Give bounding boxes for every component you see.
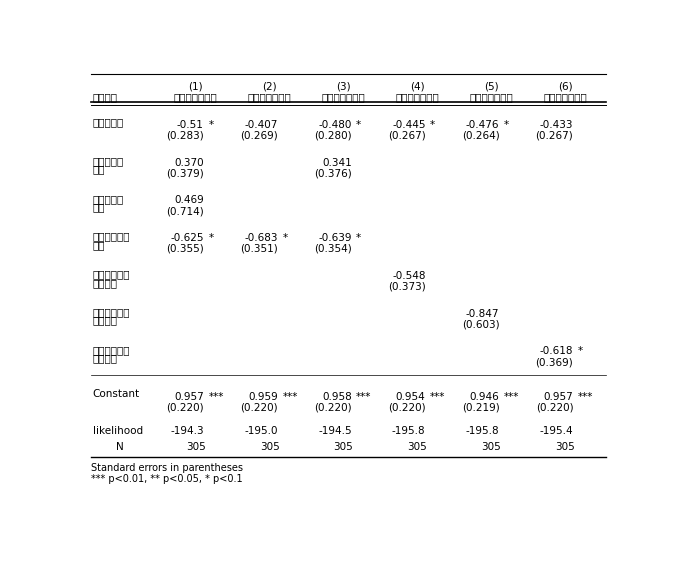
Text: (0.220): (0.220) xyxy=(240,403,277,413)
Text: (0.376): (0.376) xyxy=(314,168,352,178)
Text: -0.445: -0.445 xyxy=(392,120,426,130)
Text: ***: *** xyxy=(356,392,371,402)
Text: 米中対立の影響: 米中対立の影響 xyxy=(469,92,513,102)
Text: 米中対立の影響: 米中対立の影響 xyxy=(174,92,218,102)
Text: 305: 305 xyxy=(186,442,205,452)
Text: (0.351): (0.351) xyxy=(240,244,277,254)
Text: 取引ダミー: 取引ダミー xyxy=(92,118,124,128)
Text: 中国取引ダ: 中国取引ダ xyxy=(92,156,124,166)
Text: 0.341: 0.341 xyxy=(322,158,352,168)
Text: (0.220): (0.220) xyxy=(166,403,204,413)
Text: (0.354): (0.354) xyxy=(314,244,352,254)
Text: (0.379): (0.379) xyxy=(166,168,204,178)
Text: -0.847: -0.847 xyxy=(466,309,499,319)
Text: *: * xyxy=(208,120,214,130)
Text: 0.957: 0.957 xyxy=(543,392,573,402)
Text: *: * xyxy=(282,233,288,243)
Text: (0.714): (0.714) xyxy=(166,206,204,216)
Text: 0.370: 0.370 xyxy=(174,158,204,168)
Text: 米中対立の影響: 米中対立の影響 xyxy=(543,92,587,102)
Text: -0.625: -0.625 xyxy=(171,233,204,243)
Text: (0.264): (0.264) xyxy=(462,131,499,141)
Text: (0.355): (0.355) xyxy=(166,244,204,254)
Text: 金ダミー: 金ダミー xyxy=(92,278,118,288)
Text: -0.407: -0.407 xyxy=(244,120,277,130)
Text: *: * xyxy=(578,346,583,356)
Text: -194.5: -194.5 xyxy=(318,426,352,436)
Text: -0.51: -0.51 xyxy=(177,120,204,130)
Text: 投資・資金ダ: 投資・資金ダ xyxy=(92,231,131,242)
Text: *: * xyxy=(356,120,361,130)
Text: -195.8: -195.8 xyxy=(392,426,426,436)
Text: (4): (4) xyxy=(410,82,425,91)
Text: 0.954: 0.954 xyxy=(396,392,426,402)
Text: 0.958: 0.958 xyxy=(322,392,352,402)
Text: N: N xyxy=(116,442,124,452)
Text: *: * xyxy=(504,120,509,130)
Text: (0.269): (0.269) xyxy=(240,131,277,141)
Text: (5): (5) xyxy=(484,82,498,91)
Text: (0.219): (0.219) xyxy=(462,403,499,413)
Text: 金ダミー: 金ダミー xyxy=(92,353,118,363)
Text: (0.220): (0.220) xyxy=(536,403,573,413)
Text: Standard errors in parentheses: Standard errors in parentheses xyxy=(91,463,243,473)
Text: -0.480: -0.480 xyxy=(318,120,352,130)
Text: 305: 305 xyxy=(556,442,575,452)
Text: ミー: ミー xyxy=(92,164,105,175)
Text: *: * xyxy=(356,233,361,243)
Text: 305: 305 xyxy=(260,442,279,452)
Text: (0.280): (0.280) xyxy=(314,131,352,141)
Text: 中国投資・資: 中国投資・資 xyxy=(92,307,131,317)
Text: (0.267): (0.267) xyxy=(536,131,573,141)
Text: (0.283): (0.283) xyxy=(166,131,204,141)
Text: 米国取引ダ: 米国取引ダ xyxy=(92,194,124,204)
Text: Constant: Constant xyxy=(92,390,140,399)
Text: -0.548: -0.548 xyxy=(392,271,426,281)
Text: 0.946: 0.946 xyxy=(470,392,499,402)
Text: likelihood: likelihood xyxy=(92,426,143,436)
Text: -0.639: -0.639 xyxy=(318,233,352,243)
Text: 305: 305 xyxy=(481,442,501,452)
Text: 0.959: 0.959 xyxy=(248,392,277,402)
Text: -195.8: -195.8 xyxy=(466,426,499,436)
Text: 金ダミー: 金ダミー xyxy=(92,315,118,325)
Text: 従属変数: 従属変数 xyxy=(92,92,118,102)
Text: 米中対立の影響: 米中対立の影響 xyxy=(248,92,292,102)
Text: *: * xyxy=(430,120,435,130)
Text: -195.4: -195.4 xyxy=(540,426,573,436)
Text: (0.603): (0.603) xyxy=(462,319,499,329)
Text: 0.469: 0.469 xyxy=(174,195,204,205)
Text: -0.683: -0.683 xyxy=(244,233,277,243)
Text: 305: 305 xyxy=(407,442,427,452)
Text: (0.369): (0.369) xyxy=(536,357,573,367)
Text: -195.0: -195.0 xyxy=(244,426,277,436)
Text: ***: *** xyxy=(504,392,520,402)
Text: (0.267): (0.267) xyxy=(388,131,426,141)
Text: ***: *** xyxy=(578,392,593,402)
Text: -0.433: -0.433 xyxy=(540,120,573,130)
Text: (3): (3) xyxy=(336,82,351,91)
Text: 米中対立の影響: 米中対立の影響 xyxy=(322,92,365,102)
Text: 米国投資・資: 米国投資・資 xyxy=(92,269,131,279)
Text: 米中対立の影響: 米中対立の影響 xyxy=(396,92,439,102)
Text: (0.220): (0.220) xyxy=(388,403,426,413)
Text: ***: *** xyxy=(430,392,445,402)
Text: *** p<0.01, ** p<0.05, * p<0.1: *** p<0.01, ** p<0.05, * p<0.1 xyxy=(91,474,243,484)
Text: ミー: ミー xyxy=(92,202,105,212)
Text: *: * xyxy=(208,233,214,243)
Text: (1): (1) xyxy=(188,82,203,91)
Text: -0.618: -0.618 xyxy=(540,346,573,356)
Text: (6): (6) xyxy=(558,82,573,91)
Text: (0.373): (0.373) xyxy=(388,282,426,292)
Text: ミー: ミー xyxy=(92,240,105,250)
Text: (2): (2) xyxy=(262,82,277,91)
Text: 米中投資・資: 米中投資・資 xyxy=(92,345,131,355)
Text: 305: 305 xyxy=(334,442,354,452)
Text: ***: *** xyxy=(208,392,224,402)
Text: ***: *** xyxy=(282,392,298,402)
Text: 0.957: 0.957 xyxy=(174,392,204,402)
Text: -194.3: -194.3 xyxy=(170,426,204,436)
Text: -0.476: -0.476 xyxy=(466,120,499,130)
Text: (0.220): (0.220) xyxy=(314,403,352,413)
